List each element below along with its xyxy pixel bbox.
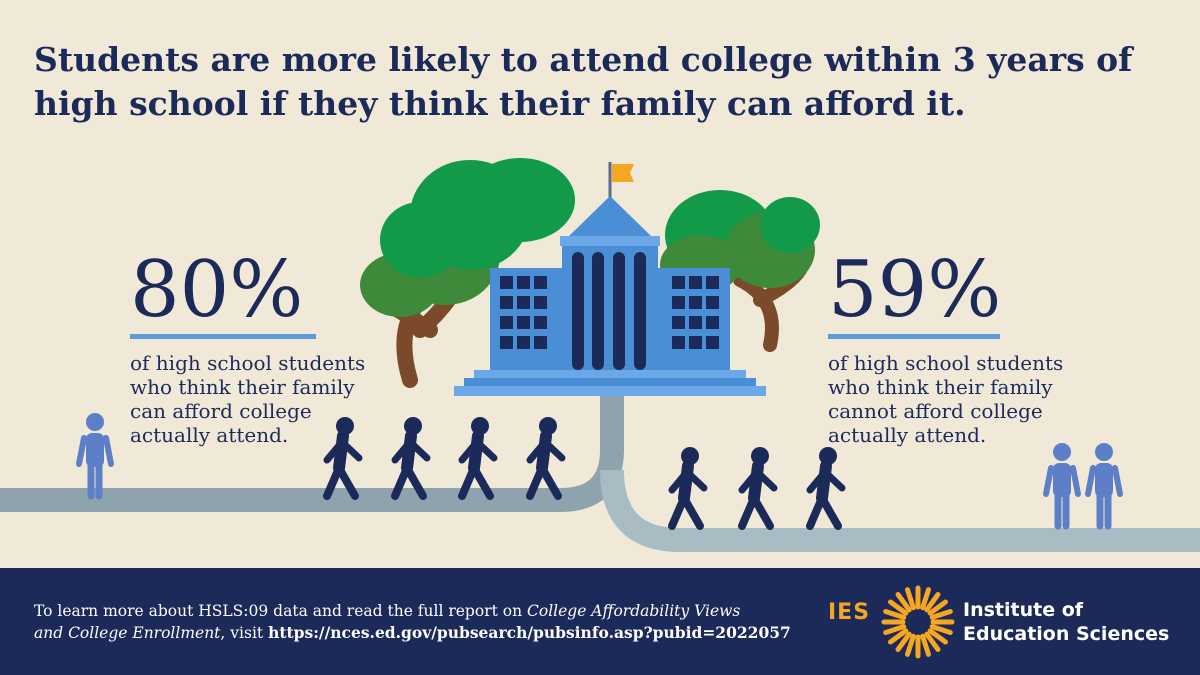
footer-text: To learn more about HSLS:09 data and rea… — [34, 600, 814, 644]
sun-burst-logo-icon — [881, 585, 955, 659]
tree-icon — [360, 158, 575, 388]
path — [0, 395, 1200, 552]
walking-student-icon — [810, 447, 842, 526]
sun-ray — [927, 628, 949, 645]
illustration — [0, 158, 1200, 552]
report-link[interactable]: https://nces.ed.gov/pubsearch/pubsinfo.a… — [268, 623, 791, 642]
sun-ray — [924, 591, 941, 613]
sun-ray — [924, 631, 941, 653]
sun-ray — [920, 633, 932, 657]
stat-description-line: actually attend. — [130, 423, 289, 447]
walking-student-icon — [395, 417, 427, 496]
ies-name-line: Institute of — [963, 599, 1084, 621]
footer: To learn more about HSLS:09 data and rea… — [0, 568, 1200, 675]
stat-description-line: cannot afford college — [828, 399, 1043, 423]
stat-description-line: actually attend. — [828, 423, 987, 447]
stat-divider — [130, 334, 316, 339]
stat-description-line: who think their family — [130, 375, 355, 399]
walking-student-icon — [742, 447, 774, 526]
ies-logo-mark: IES — [828, 600, 871, 625]
ies-logo-name: Institute of Education Sciences — [963, 598, 1193, 646]
stat-percent: 59% — [828, 245, 1002, 335]
sun-ray — [927, 599, 949, 616]
sun-ray — [904, 633, 916, 657]
walking-student-icon — [462, 417, 494, 496]
sun-ray — [904, 587, 916, 611]
stat-description-line: can afford college — [130, 399, 312, 423]
sun-ray — [883, 624, 907, 636]
report-title: and College Enrollment — [34, 624, 221, 642]
stat-description-line: who think their family — [828, 375, 1053, 399]
report-title: College Affordability Views — [527, 602, 741, 620]
flag-icon — [612, 164, 634, 182]
standing-student-icon — [1088, 443, 1120, 526]
footer-visit: , visit — [220, 624, 269, 642]
sun-ray — [887, 599, 909, 616]
stat-cannot-afford: 59% of high school students who think th… — [828, 250, 1088, 447]
standing-student-icon — [79, 413, 111, 496]
sun-ray — [887, 628, 909, 645]
ies-name-line: Education Sciences — [963, 623, 1170, 645]
sun-ray — [895, 591, 912, 613]
walking-student-icon — [530, 417, 562, 496]
stat-divider — [828, 334, 1000, 339]
stat-description-line: of high school students — [130, 351, 366, 375]
sun-ray — [883, 608, 907, 620]
footer-intro: To learn more about HSLS:09 data and rea… — [34, 602, 527, 620]
sun-ray — [895, 631, 912, 653]
walking-student-icon — [672, 447, 704, 526]
sun-ray — [920, 587, 932, 611]
school-building-icon — [454, 162, 766, 396]
stat-description-line: of high school students — [828, 351, 1064, 375]
stat-percent: 80% — [130, 245, 304, 335]
headline: Students are more likely to attend colle… — [34, 40, 1133, 123]
stat-afford: 80% of high school students who think th… — [130, 250, 380, 447]
sun-ray — [929, 608, 953, 620]
standing-student-icon — [1046, 443, 1078, 526]
sun-ray — [929, 624, 953, 636]
